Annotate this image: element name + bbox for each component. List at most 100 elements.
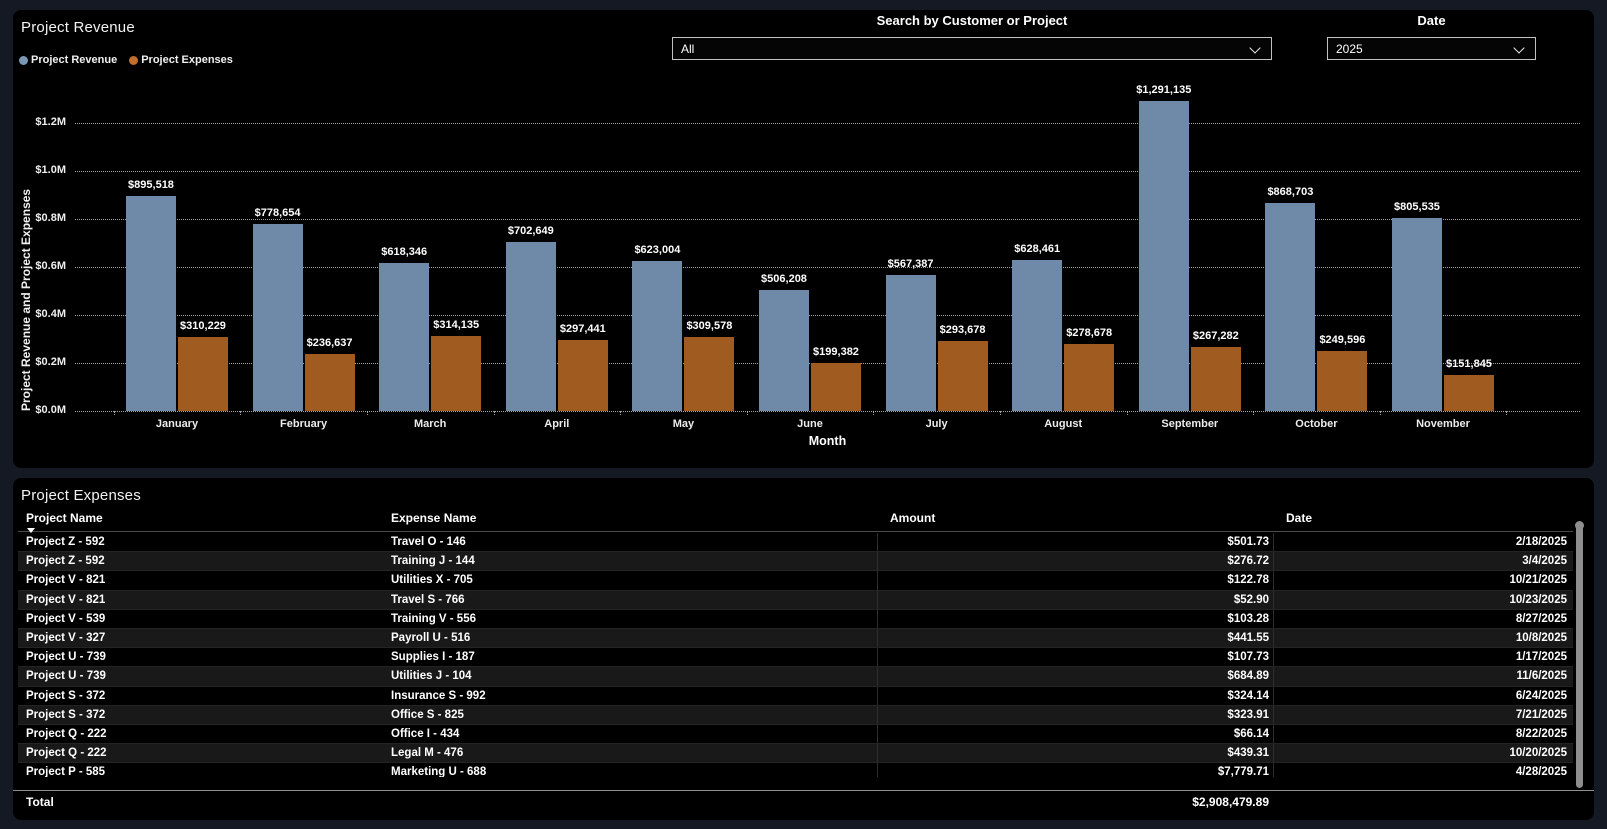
table-row[interactable]: Project V - 821 Utilities X - 705 $122.78 1… <box>18 571 1573 591</box>
bar-value-label: $309,578 <box>686 319 733 332</box>
table-row[interactable]: Project P - 585 Marketing U - 688 $7,779.7… <box>18 763 1573 777</box>
legend-label: Project Revenue <box>31 54 118 66</box>
revenue-bar-july[interactable] <box>885 274 936 411</box>
table-cell: Project U - 739 <box>26 670 106 683</box>
bar-value-label: $702,649 <box>507 225 554 238</box>
table-row[interactable]: Project V - 539 Training V - 556 $103.28 8/… <box>18 609 1573 629</box>
bar-value-label: $868,703 <box>1267 185 1314 198</box>
bar-value-label: $278,678 <box>1066 327 1113 340</box>
expense-bar-november[interactable] <box>1444 374 1494 411</box>
column-header-expense-name[interactable]: Expense Name <box>391 511 477 525</box>
revenue-bar-september[interactable] <box>1138 101 1189 411</box>
revenue-bar-february[interactable] <box>252 224 303 411</box>
expense-bar-august[interactable] <box>1064 344 1115 411</box>
table-cell: Project S - 372 <box>26 708 106 721</box>
table-row[interactable]: Project Q - 222 Office I - 434 $66.14 8/22/… <box>18 724 1573 745</box>
revenue-bar-march[interactable] <box>379 262 430 411</box>
expense-bar-april[interactable] <box>557 339 608 411</box>
y-tick-label: $0.0M <box>35 404 66 416</box>
column-header-project-name[interactable]: Project Name <box>18 511 383 533</box>
revenue-bar-may[interactable] <box>632 261 683 411</box>
table-cell: Project V - 821 <box>26 574 106 587</box>
search-dropdown-value: All <box>681 41 695 56</box>
y-tick-label: $0.8M <box>35 212 66 224</box>
table-cell: Office S - 825 <box>391 708 464 721</box>
revenue-bar-august[interactable] <box>1012 260 1063 411</box>
table-row[interactable]: Project S - 372 Office S - 825 $323.91 7/21… <box>18 705 1573 725</box>
x-tick-label: January <box>155 418 199 430</box>
y-tick-label: $0.4M <box>35 308 66 320</box>
table-cell: 11/6/2025 <box>1273 667 1573 686</box>
column-header-date[interactable]: Date <box>1286 511 1313 525</box>
expenses-legend-dot-icon <box>129 55 139 65</box>
revenue-chart-panel: Project Revenue Project Revenue Project … <box>13 10 1594 468</box>
table-body: Project Z - 592 Travel O - 146 $501.73 2/18… <box>18 533 1573 777</box>
table-cell: Training J - 144 <box>391 555 475 568</box>
search-dropdown[interactable]: All <box>672 37 1272 60</box>
table-row[interactable]: Project S - 372 Insurance S - 992 $324.14 6… <box>18 686 1573 706</box>
column-header-amount[interactable]: Amount <box>890 511 936 525</box>
gridline <box>75 171 1580 172</box>
table-cell: Office I - 434 <box>391 727 460 740</box>
expense-bar-october[interactable] <box>1317 351 1368 411</box>
bar-value-label: $297,441 <box>559 322 606 335</box>
table-cell: $66.14 <box>877 724 1273 744</box>
table-cell: 2/18/2025 <box>1273 533 1573 552</box>
revenue-bar-november[interactable] <box>1392 217 1442 411</box>
revenue-legend-dot-icon <box>19 55 28 65</box>
legend-item-expenses[interactable]: Project Expenses <box>129 54 233 66</box>
x-tick-label: April <box>544 418 570 430</box>
bar-value-label: $618,346 <box>381 245 428 258</box>
table-cell: Insurance S - 992 <box>391 689 486 702</box>
table-row[interactable]: Project V - 327 Payroll U - 516 $441.55 10/… <box>18 628 1573 649</box>
table-row[interactable]: Project Z - 592 Travel O - 146 $501.73 2/18… <box>18 533 1573 553</box>
table-row[interactable]: Project U - 739 Supplies I - 187 $107.73 1/… <box>18 648 1573 668</box>
legend-label: Project Expenses <box>141 54 233 66</box>
bar-value-label: $293,678 <box>939 323 986 336</box>
x-tick-label: November <box>1416 418 1470 430</box>
table-cell: 10/20/2025 <box>1273 744 1573 763</box>
legend-item-revenue[interactable]: Project Revenue <box>19 54 117 66</box>
expense-bar-march[interactable] <box>431 335 482 411</box>
y-tick-label: $1.2M <box>35 116 66 128</box>
expense-bar-january[interactable] <box>178 336 228 411</box>
x-tick-label: August <box>1044 418 1083 430</box>
table-cell: Project Z - 592 <box>26 555 105 568</box>
revenue-bar-october[interactable] <box>1265 202 1316 411</box>
table-row[interactable]: Project V - 821 Travel S - 766 $52.90 10/23… <box>18 590 1573 610</box>
expense-bar-july[interactable] <box>937 340 988 411</box>
table-row[interactable]: Project Z - 592 Training J - 144 $276.72 3/… <box>18 552 1573 572</box>
revenue-bar-january[interactable] <box>126 196 176 411</box>
plot-area: $0.0M $0.2M $0.4M $0.6M $0.8M $1.0M $1.2M $895,… <box>35 81 1580 448</box>
table-header-row: Project Name Expense Name Amount Date <box>18 505 1573 533</box>
revenue-bar-april[interactable] <box>505 242 556 411</box>
bar-value-label: $623,004 <box>634 244 681 257</box>
table-cell: 3/4/2025 <box>1273 552 1573 571</box>
table-row[interactable]: Project U - 739 Utilities J - 104 $684.89 1… <box>18 667 1573 687</box>
expenses-table-panel: Project Expenses Project Name Expense Na… <box>13 478 1594 820</box>
vertical-scrollbar[interactable] <box>1575 521 1584 788</box>
expense-bar-september[interactable] <box>1190 346 1241 411</box>
expense-bar-june[interactable] <box>811 363 861 411</box>
total-amount: $2,908,479.89 <box>1192 795 1269 809</box>
table-cell: Project P - 585 <box>26 766 106 777</box>
gridline <box>75 219 1580 220</box>
table-cell: Legal M - 476 <box>391 747 464 760</box>
date-dropdown[interactable]: 2025 <box>1327 37 1536 60</box>
expense-bar-february[interactable] <box>304 354 355 411</box>
y-tick-label: $0.2M <box>35 356 66 368</box>
table-cell: Utilities X - 705 <box>391 574 473 587</box>
total-row: Total $2,908,479.89 <box>13 790 1594 813</box>
table-cell: 4/28/2025 <box>1273 763 1573 777</box>
bar-value-label: $267,282 <box>1192 329 1239 342</box>
table-cell: Project V - 539 <box>26 612 106 625</box>
bar-value-label: $310,229 <box>180 319 226 332</box>
expense-bar-may[interactable] <box>684 336 735 411</box>
date-dropdown-value: 2025 <box>1336 41 1363 56</box>
x-tick-label: October <box>1295 418 1338 430</box>
table-cell: Travel S - 766 <box>391 593 465 606</box>
sort-descending-icon <box>27 528 35 533</box>
table-row[interactable]: Project Q - 222 Legal M - 476 $439.31 10/20… <box>18 744 1573 764</box>
table-cell: 8/27/2025 <box>1273 609 1573 628</box>
revenue-bar-june[interactable] <box>759 289 809 411</box>
